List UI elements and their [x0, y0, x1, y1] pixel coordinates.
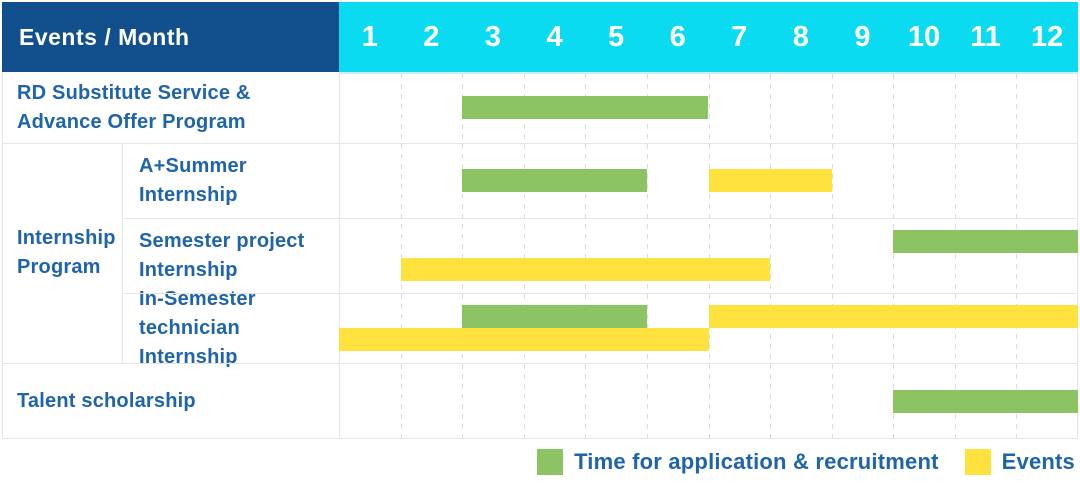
- month-header-cell-4: 4: [546, 20, 563, 53]
- table-right-border: [1077, 72, 1078, 439]
- group-label-internship-program: Internship Program: [17, 227, 116, 278]
- month-gridline-4: [585, 74, 586, 438]
- header-underline: [339, 72, 1078, 74]
- month-gridline-8: [832, 74, 833, 438]
- row-label-talent-scholarship: Talent scholarship: [17, 389, 196, 412]
- month-header-cell-7: 7: [731, 20, 748, 53]
- month-gridline-5: [647, 74, 648, 438]
- month-gridline-7: [770, 74, 771, 438]
- month-gridline-2: [462, 74, 463, 438]
- bar-recruitment-semester-project-internship: [893, 230, 1078, 253]
- bar-events-in-semester-technician-internship: [339, 328, 709, 351]
- month-header-cell-10: 10: [907, 20, 941, 53]
- events-month-label: Events / Month: [19, 23, 190, 50]
- row-label-semester-project-internship: Semester project Internship: [139, 229, 305, 281]
- month-header-cell-12: 12: [1031, 20, 1064, 53]
- month-header-cell-2: 2: [423, 20, 440, 53]
- legend-item-recruitment: Time for application & recruitment: [537, 449, 939, 475]
- table-left-border: [2, 72, 3, 439]
- bar-events-semester-project-internship: [400, 258, 771, 281]
- month-header-row: 1 2 3 4 5 6 7 8 9 10 11 12: [339, 2, 1078, 72]
- grid-hline: [122, 218, 1078, 219]
- bar-recruitment-talent-scholarship: [893, 389, 1078, 413]
- bar-recruitment-rd-substitute-service-advance-offer-program: [462, 96, 709, 119]
- bar-recruitment-a-summer-internship: [462, 169, 647, 192]
- legend-label-events: Events: [1001, 449, 1075, 474]
- month-header-cell-1: 1: [361, 20, 378, 53]
- group-sub-divider: [122, 143, 123, 363]
- month-gridline-6: [709, 74, 710, 438]
- month-header-cell-8: 8: [792, 20, 809, 53]
- bar-events-a-summer-internship: [708, 169, 832, 192]
- month-header-cell-6: 6: [669, 20, 686, 53]
- table-bottom-border: [2, 438, 1078, 439]
- label-month-divider: [339, 72, 340, 439]
- month-header-cell-11: 11: [970, 20, 1001, 53]
- month-header-cell-3: 3: [484, 20, 502, 53]
- month-header-cell-5: 5: [608, 20, 625, 53]
- month-gridline-11: [1016, 74, 1017, 438]
- legend-item-events: Events: [964, 449, 1075, 475]
- grid-hline: [2, 143, 1078, 144]
- row-label-rd-substitute-service-advance-offer-program: RD Substitute Service & Advance Offer Pr…: [17, 81, 251, 133]
- row-label-in-semester-technician-internship: In-Semester technician Internship: [139, 287, 256, 368]
- legend: Time for application & recruitment Event…: [537, 449, 1075, 475]
- row-label-a-summer-internship: A+Summer Internship: [139, 154, 247, 206]
- events-swatch-icon: [964, 449, 991, 475]
- legend-label-recruitment: Time for application & recruitment: [574, 449, 939, 474]
- grid-hline: [122, 293, 1078, 294]
- month-gridline-3: [524, 74, 525, 438]
- month-header-cell-9: 9: [854, 20, 871, 53]
- bar-recruitment-in-semester-technician-internship: [462, 305, 647, 328]
- month-gridline-1: [401, 74, 402, 438]
- bar-events-in-semester-technician-internship: [708, 305, 1078, 328]
- recruitment-swatch-icon: [537, 449, 564, 475]
- month-gridline-10: [955, 74, 956, 438]
- grid-hline: [2, 363, 1078, 364]
- month-gridline-9: [893, 74, 894, 438]
- corner-header-cell: Events / Month: [2, 2, 339, 72]
